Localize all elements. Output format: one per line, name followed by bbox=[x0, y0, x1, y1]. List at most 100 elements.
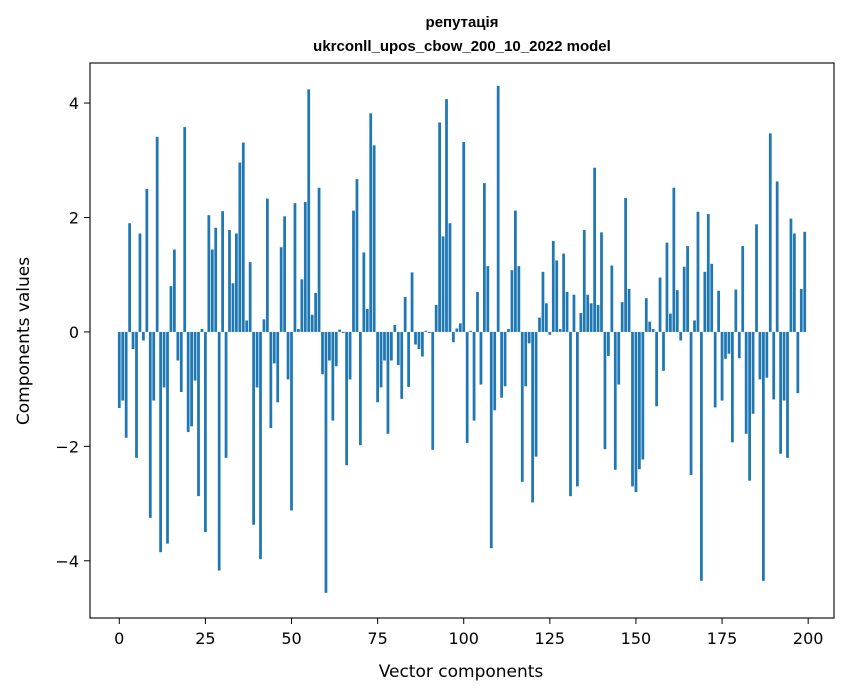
bar bbox=[744, 331, 748, 434]
plot-frame bbox=[89, 62, 835, 619]
bar bbox=[531, 331, 534, 503]
bar bbox=[427, 331, 431, 334]
bar bbox=[700, 331, 703, 581]
bar bbox=[538, 317, 541, 332]
bar bbox=[758, 331, 762, 380]
bar bbox=[675, 290, 679, 332]
bar bbox=[386, 331, 390, 434]
bar bbox=[593, 167, 596, 332]
bar bbox=[176, 331, 180, 361]
bar bbox=[686, 246, 689, 332]
bar bbox=[376, 331, 379, 403]
bar bbox=[155, 136, 159, 332]
bar bbox=[682, 266, 686, 332]
bar bbox=[193, 331, 197, 381]
bar bbox=[679, 331, 683, 341]
bar bbox=[469, 330, 472, 332]
bar bbox=[452, 331, 455, 343]
bar bbox=[727, 331, 731, 354]
bar bbox=[627, 289, 631, 332]
bar bbox=[424, 330, 428, 332]
x-tick-label: 200 bbox=[793, 629, 824, 648]
bar bbox=[489, 331, 493, 549]
bar bbox=[545, 303, 548, 332]
bar bbox=[417, 331, 421, 350]
bar bbox=[448, 223, 452, 332]
bar bbox=[562, 253, 565, 332]
bar bbox=[779, 331, 782, 454]
bar bbox=[737, 331, 741, 359]
bar bbox=[579, 313, 583, 332]
bar bbox=[228, 230, 231, 332]
bar bbox=[238, 162, 242, 332]
bar bbox=[648, 321, 652, 332]
bar bbox=[393, 325, 397, 332]
bar bbox=[607, 331, 610, 356]
bar bbox=[689, 331, 693, 475]
bar bbox=[321, 331, 324, 375]
bar bbox=[169, 286, 173, 332]
bar bbox=[589, 303, 593, 332]
bar bbox=[390, 331, 393, 361]
bar bbox=[534, 331, 538, 457]
bar bbox=[662, 331, 665, 371]
bar bbox=[431, 331, 435, 450]
y-tick-label: 0 bbox=[69, 323, 79, 342]
bar bbox=[768, 133, 772, 332]
bar bbox=[173, 249, 176, 332]
bar bbox=[613, 331, 617, 470]
bar bbox=[782, 331, 786, 401]
bar bbox=[124, 331, 128, 438]
bar bbox=[799, 289, 803, 332]
bar bbox=[403, 297, 407, 332]
bar bbox=[493, 331, 497, 411]
bar bbox=[307, 89, 311, 332]
bar bbox=[269, 331, 273, 429]
bar bbox=[638, 331, 641, 470]
bar bbox=[245, 320, 249, 332]
bar bbox=[207, 215, 211, 332]
bar bbox=[224, 331, 228, 458]
bar bbox=[434, 305, 438, 332]
x-tick-label: 75 bbox=[367, 629, 387, 648]
bar bbox=[248, 262, 252, 332]
bar bbox=[252, 331, 255, 525]
bar bbox=[620, 302, 624, 332]
bar bbox=[334, 331, 338, 367]
bar bbox=[217, 331, 221, 571]
bar bbox=[379, 331, 383, 388]
bar bbox=[658, 277, 662, 332]
bar bbox=[762, 331, 765, 581]
bar bbox=[569, 331, 572, 497]
y-tick-label: −4 bbox=[55, 552, 79, 571]
bar bbox=[204, 331, 207, 533]
bar bbox=[369, 113, 373, 332]
bar bbox=[472, 331, 476, 421]
bar bbox=[259, 331, 262, 560]
bar bbox=[617, 331, 621, 385]
bar bbox=[341, 331, 345, 334]
bar bbox=[279, 247, 283, 332]
bar bbox=[710, 263, 714, 332]
bar bbox=[372, 145, 376, 332]
bar bbox=[152, 331, 156, 401]
bar bbox=[517, 266, 521, 332]
bar bbox=[400, 331, 404, 399]
bar bbox=[555, 260, 559, 332]
bar bbox=[117, 331, 121, 409]
bar bbox=[641, 331, 645, 460]
x-axis-label: Vector components bbox=[379, 662, 544, 682]
bar bbox=[297, 329, 300, 332]
bar bbox=[765, 331, 769, 378]
bar bbox=[600, 232, 603, 332]
bar bbox=[734, 289, 738, 332]
bar bbox=[241, 142, 245, 332]
bar bbox=[496, 85, 500, 332]
bar bbox=[644, 298, 648, 332]
bar bbox=[582, 230, 586, 332]
bar bbox=[293, 203, 297, 332]
x-tick-label: 50 bbox=[281, 629, 301, 648]
bar bbox=[314, 293, 317, 332]
bar bbox=[186, 331, 190, 433]
bar bbox=[355, 179, 359, 332]
